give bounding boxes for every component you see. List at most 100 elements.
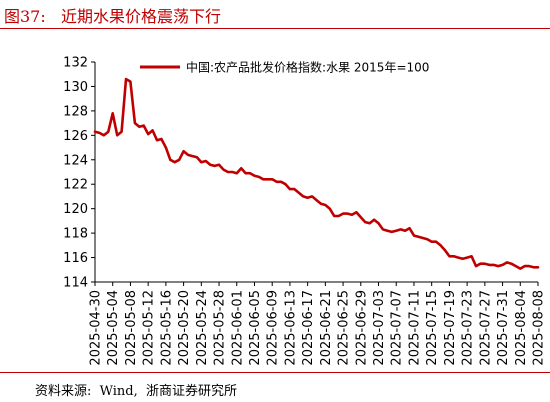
data-point bbox=[368, 222, 371, 225]
data-point bbox=[324, 204, 327, 206]
title-divider bbox=[0, 28, 550, 29]
data-point bbox=[399, 228, 402, 231]
data-point bbox=[173, 161, 176, 164]
data-point bbox=[430, 240, 433, 243]
data-point bbox=[390, 231, 393, 233]
data-point bbox=[373, 218, 375, 221]
data-point bbox=[271, 178, 274, 181]
data-point bbox=[461, 257, 464, 260]
x-tick-label: 2025-07-15 bbox=[425, 290, 440, 366]
x-tick-label: 2025-06-09 bbox=[266, 290, 281, 366]
data-point bbox=[120, 130, 123, 133]
y-axis-ticks: 114 116 118 120 122 124 126 128 130 132 bbox=[63, 56, 95, 291]
data-point bbox=[532, 266, 535, 269]
data-point bbox=[497, 265, 499, 267]
x-tick-label: 2025-04-30 bbox=[89, 290, 104, 366]
x-tick-label: 2025-05-24 bbox=[195, 290, 210, 366]
data-point bbox=[519, 267, 522, 270]
data-point bbox=[244, 172, 247, 175]
x-tick-label: 2025-05-08 bbox=[124, 290, 139, 366]
x-tick-label: 2025-06-01 bbox=[230, 290, 245, 366]
data-point bbox=[426, 238, 429, 241]
data-point bbox=[227, 171, 229, 173]
x-tick-label: 2025-08-08 bbox=[532, 290, 547, 366]
data-point bbox=[94, 130, 96, 133]
source-note: 资料来源: Wind, 浙商证券研究所 bbox=[35, 384, 238, 399]
data-point bbox=[448, 255, 451, 258]
x-tick-label: 2025-07-27 bbox=[478, 290, 493, 366]
x-tick-label: 2025-08-04 bbox=[514, 290, 529, 366]
data-point bbox=[103, 134, 105, 137]
data-point bbox=[501, 264, 504, 266]
chart-axes bbox=[94, 62, 538, 283]
data-point bbox=[351, 213, 353, 216]
chart-legend: 中国:农产品批发价格指数:水果 2015年=100 bbox=[140, 60, 429, 75]
x-tick-label: 2025-06-17 bbox=[301, 290, 316, 366]
x-tick-label: 2025-07-31 bbox=[496, 290, 511, 366]
x-tick-label: 2025-05-16 bbox=[159, 290, 174, 366]
data-point bbox=[320, 202, 322, 205]
data-point bbox=[182, 150, 185, 153]
y-tick-label: 118 bbox=[63, 227, 88, 242]
data-point bbox=[160, 138, 163, 140]
data-point bbox=[466, 256, 468, 259]
data-point bbox=[523, 265, 526, 267]
data-point bbox=[222, 168, 225, 171]
data-point bbox=[342, 212, 344, 215]
data-point bbox=[240, 167, 243, 170]
data-point bbox=[187, 154, 189, 156]
data-point bbox=[134, 122, 136, 124]
data-point bbox=[421, 237, 424, 239]
y-tick-label: 120 bbox=[63, 202, 88, 217]
data-point bbox=[439, 244, 442, 247]
data-point bbox=[107, 130, 110, 133]
data-point bbox=[284, 183, 287, 186]
series-line-0 bbox=[93, 77, 540, 270]
data-point bbox=[528, 265, 530, 267]
data-point bbox=[408, 227, 411, 230]
data-point bbox=[377, 222, 380, 225]
data-point bbox=[359, 216, 362, 219]
data-point bbox=[452, 255, 455, 258]
data-point bbox=[231, 171, 234, 173]
data-point bbox=[151, 129, 154, 132]
data-point bbox=[510, 262, 513, 265]
x-tick-label: 2025-05-20 bbox=[177, 290, 192, 366]
data-point bbox=[169, 158, 172, 161]
y-tick-label: 130 bbox=[63, 80, 88, 95]
data-point bbox=[235, 172, 238, 175]
x-tick-label: 2025-07-11 bbox=[407, 290, 422, 366]
data-point bbox=[293, 188, 296, 191]
data-point bbox=[275, 180, 278, 183]
data-point bbox=[213, 165, 216, 167]
data-point bbox=[262, 178, 265, 181]
data-point bbox=[178, 158, 181, 161]
data-point bbox=[417, 235, 420, 238]
data-point bbox=[125, 78, 127, 80]
data-point bbox=[116, 134, 119, 137]
data-point bbox=[337, 215, 340, 217]
y-tick-label: 116 bbox=[63, 251, 88, 266]
x-tick-label: 2025-05-12 bbox=[142, 290, 157, 366]
data-point bbox=[483, 262, 486, 265]
data-point bbox=[98, 132, 101, 134]
data-point bbox=[311, 195, 313, 198]
data-point bbox=[470, 255, 473, 258]
data-point bbox=[404, 229, 406, 232]
data-point bbox=[258, 176, 260, 178]
data-point bbox=[156, 139, 158, 142]
data-point bbox=[413, 234, 415, 237]
data-point bbox=[289, 188, 291, 191]
data-point bbox=[395, 229, 398, 232]
data-point bbox=[191, 155, 194, 158]
y-tick-label: 128 bbox=[63, 104, 88, 119]
data-point bbox=[280, 180, 282, 183]
y-tick-label: 114 bbox=[63, 276, 88, 291]
data-point bbox=[382, 228, 384, 231]
y-tick-label: 126 bbox=[63, 129, 88, 144]
data-point bbox=[346, 212, 349, 215]
x-tick-label: 2025-07-23 bbox=[461, 290, 476, 366]
y-tick-label: 124 bbox=[63, 153, 88, 168]
x-tick-label: 2025-07-03 bbox=[372, 290, 387, 366]
x-tick-label: 2025-06-25 bbox=[337, 290, 352, 366]
